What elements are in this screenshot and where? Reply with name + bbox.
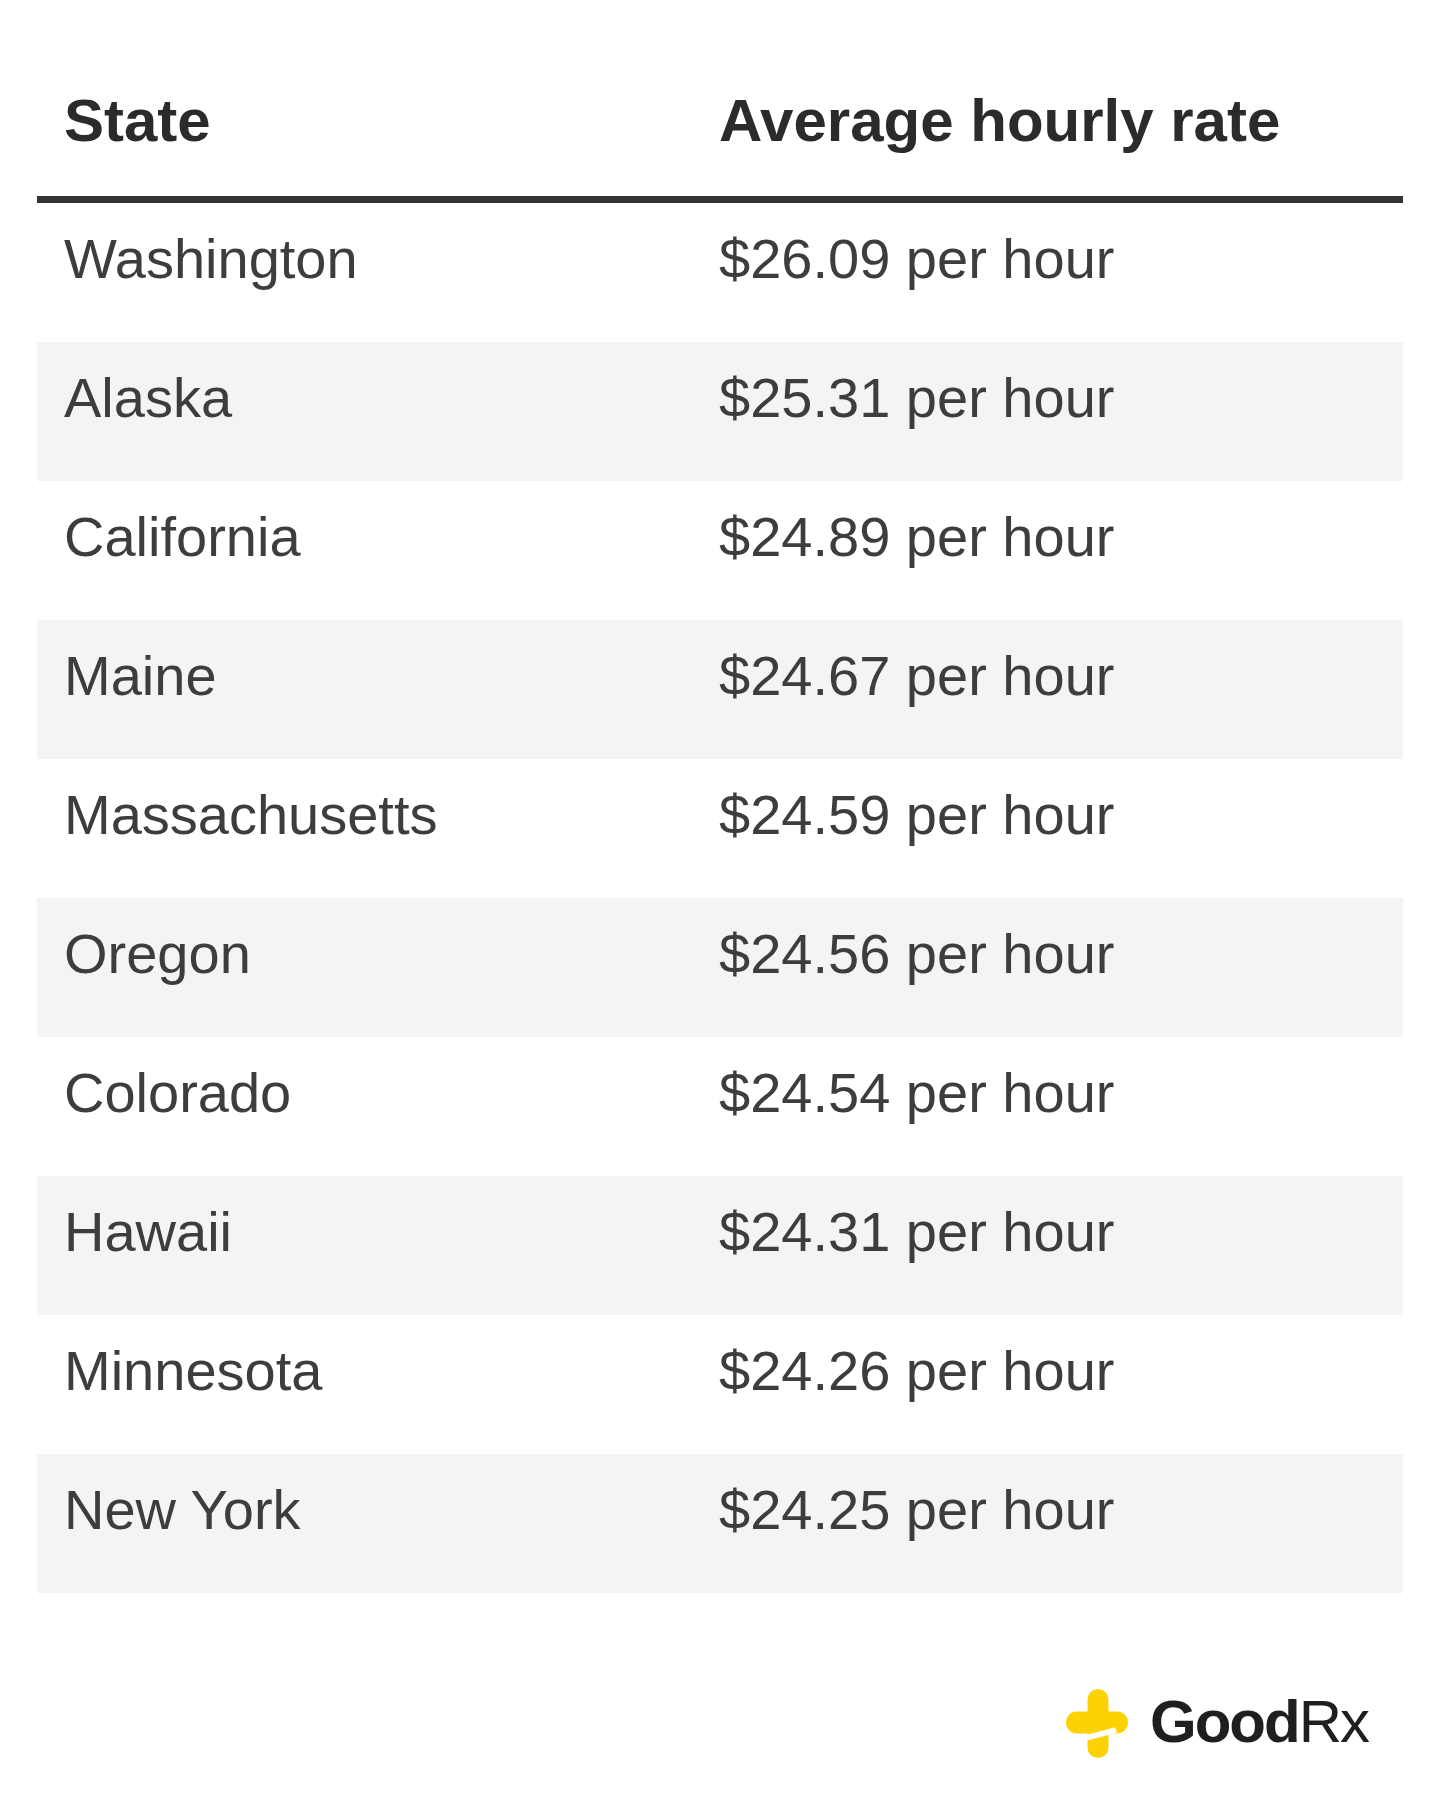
state-cell: Maine — [64, 648, 217, 704]
state-cell: Hawaii — [64, 1204, 232, 1260]
rate-cell: $24.59 per hour — [719, 787, 1114, 843]
table-row: Hawaii $24.31 per hour — [37, 1176, 1403, 1315]
table-row: New York $24.25 per hour — [37, 1454, 1403, 1593]
header-rule — [37, 196, 1403, 203]
column-header-rate: Average hourly rate — [719, 91, 1280, 151]
rate-cell: $24.89 per hour — [719, 509, 1114, 565]
rate-cell: $24.25 per hour — [719, 1482, 1114, 1538]
state-cell: California — [64, 509, 301, 565]
state-cell: Minnesota — [64, 1343, 322, 1399]
state-cell: Colorado — [64, 1065, 291, 1121]
column-header-state: State — [64, 91, 211, 151]
goodrx-cross-icon — [1066, 1689, 1128, 1758]
state-cell: New York — [64, 1482, 301, 1538]
table-row: Massachusetts $24.59 per hour — [37, 759, 1403, 898]
rate-cell: $25.31 per hour — [719, 370, 1114, 426]
rate-cell: $26.09 per hour — [719, 231, 1114, 287]
table-row: California $24.89 per hour — [37, 481, 1403, 620]
table-row: Alaska $25.31 per hour — [37, 342, 1403, 481]
rate-cell: $24.26 per hour — [719, 1343, 1114, 1399]
rate-cell: $24.56 per hour — [719, 926, 1114, 982]
table-row: Oregon $24.56 per hour — [37, 898, 1403, 1037]
goodrx-wordmark: GoodRx — [1150, 1692, 1368, 1755]
table-row: Minnesota $24.26 per hour — [37, 1315, 1403, 1454]
state-cell: Massachusetts — [64, 787, 438, 843]
goodrx-wordmark-suffix: Rx — [1299, 1688, 1368, 1755]
rate-cell: $24.67 per hour — [719, 648, 1114, 704]
state-cell: Washington — [64, 231, 358, 287]
table-row: Maine $24.67 per hour — [37, 620, 1403, 759]
rate-cell: $24.54 per hour — [719, 1065, 1114, 1121]
goodrx-logo: GoodRx — [1066, 1687, 1368, 1759]
rates-table: Washington $26.09 per hour Alaska $25.31… — [37, 203, 1403, 1593]
rate-cell: $24.31 per hour — [719, 1204, 1114, 1260]
table-row: Washington $26.09 per hour — [37, 203, 1403, 342]
table-row: Colorado $24.54 per hour — [37, 1037, 1403, 1176]
goodrx-wordmark-bold: Good — [1150, 1688, 1299, 1755]
state-cell: Oregon — [64, 926, 251, 982]
state-cell: Alaska — [64, 370, 232, 426]
